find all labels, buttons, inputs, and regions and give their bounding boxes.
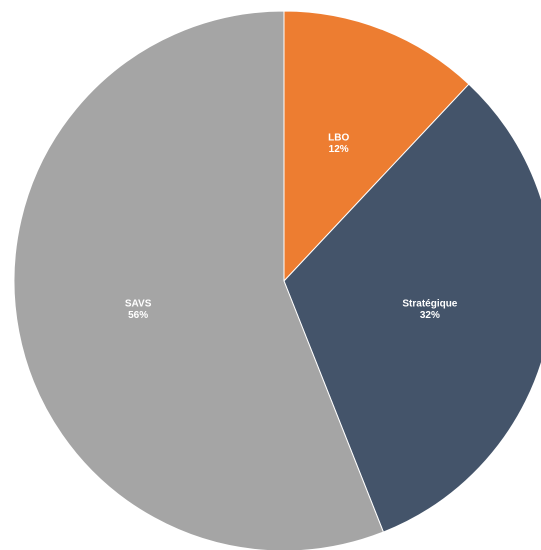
slice-label-name: Stratégique — [402, 298, 457, 309]
slices-layer — [13, 10, 541, 550]
pie-slice-lbo — [283, 10, 470, 283]
labels-layer: LBO 12% Stratégique 32% SAVS 56% — [125, 132, 458, 320]
pie-slice-savs — [13, 10, 385, 550]
slice-label-name: LBO — [328, 132, 349, 143]
pie-slice-strategique — [283, 83, 541, 533]
data-label-savs: SAVS 56% — [125, 298, 152, 321]
slice-label-percent: 12% — [329, 144, 349, 155]
slice-label-percent: 56% — [128, 309, 148, 320]
data-label-strategique: Stratégique 32% — [402, 298, 457, 321]
slice-label-name: SAVS — [125, 298, 152, 309]
data-label-lbo: LBO 12% — [328, 132, 349, 155]
slice-label-percent: 32% — [420, 309, 440, 320]
